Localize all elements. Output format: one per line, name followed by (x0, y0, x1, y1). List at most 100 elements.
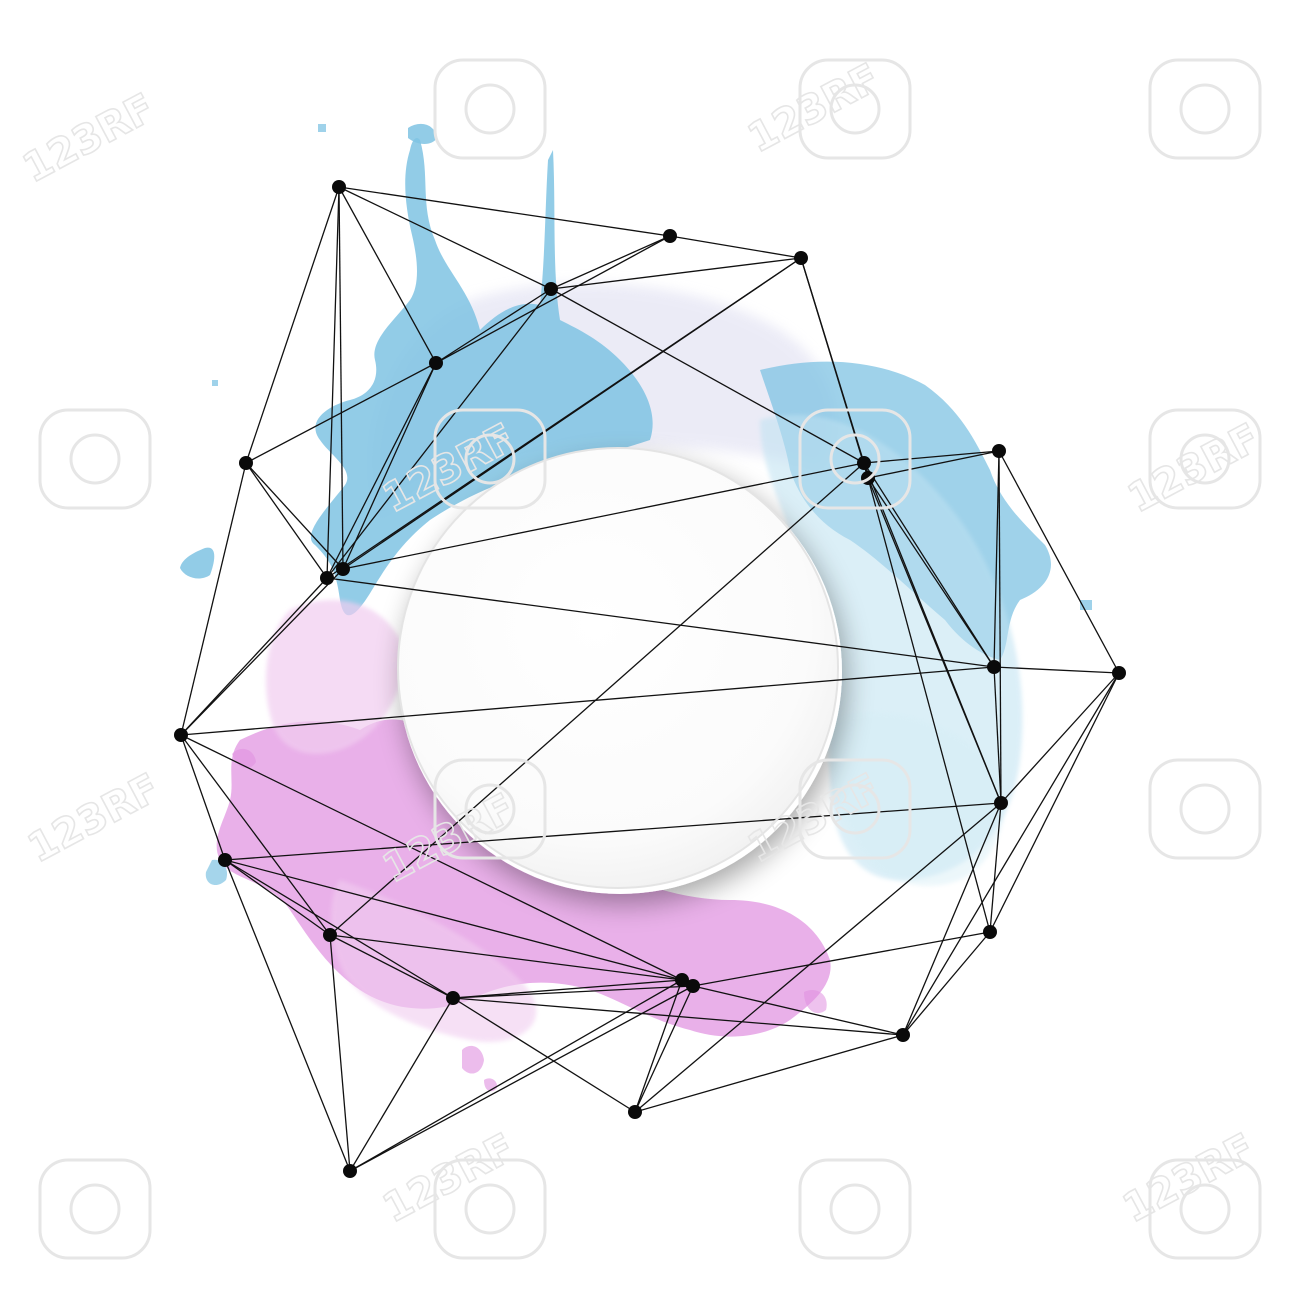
network-edge (863, 450, 1000, 464)
network-edge (452, 985, 694, 999)
network-edge (1000, 672, 1120, 804)
network-edge (867, 477, 995, 668)
network-node (983, 925, 997, 939)
network-edge (452, 997, 904, 1036)
network-edge (180, 734, 226, 861)
network-edge (338, 186, 671, 237)
network-edge (326, 288, 552, 579)
watermark-logo (798, 58, 912, 160)
watermark-logo (1148, 58, 1262, 160)
network-edge (326, 257, 802, 579)
network-edge (349, 985, 694, 1172)
network-edge (224, 802, 1002, 861)
watermark-logo (433, 758, 547, 860)
network-edge (224, 859, 683, 981)
network-edge (329, 934, 351, 1172)
watermark-logo (798, 1158, 912, 1260)
network-edge (342, 462, 865, 570)
watermark-logo (1148, 408, 1262, 510)
network-edge (326, 362, 437, 579)
watermark-logo (1148, 758, 1262, 860)
network-edge (863, 462, 991, 933)
network-edge (180, 666, 995, 736)
watermark-logo (433, 408, 547, 510)
network-edge (180, 734, 331, 936)
network-node (239, 456, 253, 470)
network-edge (435, 235, 671, 364)
network-edge (993, 666, 1002, 804)
network-edge (224, 859, 454, 999)
network-edge (224, 859, 351, 1172)
network-node (1112, 666, 1126, 680)
network-node (992, 444, 1006, 458)
network-edge (634, 985, 694, 1113)
network-node (628, 1105, 642, 1119)
network-edge (329, 934, 683, 981)
network-edge (902, 672, 1120, 1036)
network-edge (349, 997, 454, 1172)
network-edge (692, 985, 904, 1036)
network-edge (342, 362, 437, 570)
watermark-logo (433, 58, 547, 160)
network-edge (452, 979, 683, 999)
network-edge (800, 257, 869, 479)
network-edge (435, 288, 552, 364)
network-edge (993, 666, 1120, 674)
watermark-logo (38, 1158, 152, 1260)
network-node (343, 1164, 357, 1178)
network-edge (180, 734, 683, 981)
network-node (544, 282, 558, 296)
watermark-logo (38, 408, 152, 510)
network-node (336, 562, 350, 576)
network-edge (245, 462, 344, 570)
network-node (987, 660, 1001, 674)
network-edge (867, 477, 1002, 804)
network-edge (989, 672, 1120, 933)
network-edge (634, 1034, 904, 1113)
network-edge (326, 186, 340, 579)
network-node (323, 928, 337, 942)
network-edge (634, 802, 1002, 1113)
network-edge (550, 288, 865, 464)
watermark-logo (798, 408, 912, 510)
network-edge (902, 931, 991, 1036)
watermark-logo (433, 1158, 547, 1260)
network-edge (338, 186, 344, 570)
watermark-logo (798, 758, 912, 860)
network-node (857, 456, 871, 470)
network-edge (338, 186, 437, 364)
watermark-logo (1148, 1158, 1262, 1260)
network-edge (245, 462, 328, 579)
network-node (174, 728, 188, 742)
blue-splash (310, 138, 653, 616)
network-edge (993, 450, 1000, 668)
network-edge (863, 462, 995, 668)
network-lines (180, 186, 1120, 1172)
network-edge (349, 979, 683, 1172)
watermark-text: 123RF (376, 1125, 523, 1232)
watermark-text: 123RF (741, 55, 888, 162)
network-edge (245, 186, 340, 464)
watermark-text: 123RF (16, 85, 163, 192)
watermark-text: 123RF (1116, 1125, 1263, 1232)
network-edge (245, 362, 437, 464)
network-edge (669, 235, 802, 259)
network-edge (180, 462, 247, 736)
network-edge (452, 997, 636, 1113)
network-edge (867, 450, 1000, 479)
network-node (994, 796, 1008, 810)
network-edge (634, 979, 683, 1113)
network-edge (329, 462, 865, 936)
network-edge (224, 859, 331, 936)
network-node (429, 356, 443, 370)
watercolor-splash (180, 123, 1092, 1092)
network-node (686, 979, 700, 993)
network-edge (180, 568, 344, 736)
watermark-text: 123RF (21, 765, 168, 872)
network-edge (326, 577, 995, 668)
network-node (663, 229, 677, 243)
network-edge (902, 802, 1002, 1036)
network-node (675, 973, 689, 987)
